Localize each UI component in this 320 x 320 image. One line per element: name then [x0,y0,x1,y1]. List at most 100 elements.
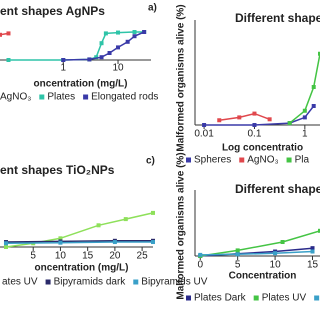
data-point [116,30,121,35]
data-point [198,252,203,257]
data-point [96,223,101,228]
data-point [202,123,207,127]
legend-marker [83,94,89,100]
data-point [310,246,315,251]
x-tick-label: 10 [112,63,124,74]
data-point [280,240,285,244]
x-axis-label: Concentration [229,271,297,282]
data-point [237,115,242,120]
series-line [5,240,153,243]
series-line [5,212,154,248]
legend-label: Bipyramids UV [141,277,207,288]
legend-label: Plates [47,92,75,103]
series-line [5,241,153,245]
data-point [103,31,108,36]
legend-label: AgNO₃ [247,155,278,166]
legend-marker [314,295,320,301]
data-point [267,117,272,122]
data-point [235,248,240,253]
panel-label: a) [148,3,157,14]
x-tick-label: 20 [109,251,121,262]
series-line [289,53,320,124]
data-point [235,252,240,257]
data-point [142,30,147,34]
legend-marker [45,279,51,285]
data-point [125,39,130,44]
y-axis-label: Malformed organisms alive (%) [176,152,187,299]
data-point [132,30,137,34]
x-tick-label: 10 [55,251,67,262]
legend-label: Pla [295,155,310,166]
legend-marker [286,157,292,163]
x-axis-label: Log concentratio [222,143,303,154]
legend-label: Elongated rods [91,92,158,103]
data-point [318,51,320,56]
data-point [311,85,316,89]
data-point [302,108,307,113]
x-tick-label: 5 [235,260,241,271]
y-axis-label: Malformed organisms alive (%) [176,4,187,151]
x-tick-label: 15 [82,251,94,262]
legend-marker [39,94,45,100]
data-point [302,115,307,120]
x-tick-label: 1 [60,63,66,74]
x-axis-label: oncentration (mg/L) [34,79,128,90]
data-point [217,118,222,123]
x-tick-label: 0.01 [194,129,214,140]
x-tick-label: 15 [307,260,319,271]
data-point [61,58,66,62]
x-tick-label: 10 [270,260,282,271]
data-point [6,31,11,36]
data-point [0,32,2,37]
data-point [151,210,155,215]
legend-marker [239,157,245,163]
x-tick-label: 5 [30,251,36,262]
data-point [318,228,320,233]
data-point [112,240,117,245]
x-tick-label: 25 [137,251,149,262]
data-point [87,57,92,62]
legend-marker [186,157,191,163]
data-point [58,236,63,241]
panel-label: c) [146,156,155,167]
legend-label: Spheres [194,155,231,166]
data-point [310,249,315,254]
data-point [94,55,99,60]
data-point [151,240,155,245]
data-point [287,121,292,126]
legend-marker [186,295,191,301]
legend-label: AgNO₃ [0,92,31,103]
data-point [99,41,104,46]
chart-title: Different shapes [235,182,320,196]
x-tick-label: 1 [302,129,308,140]
data-point [107,51,112,55]
chart-title: Different shapes [235,11,320,25]
legend-marker [133,279,139,285]
data-point [6,58,11,62]
data-point [123,217,128,222]
data-point [3,241,8,246]
series-line [63,31,145,61]
series-line [200,250,313,256]
series-line [8,31,145,61]
chart-title: ent shapes AgNPs [0,4,105,18]
data-point [58,240,63,245]
chart-title: ent shapes TiO₂NPs [0,163,115,177]
legend-marker [253,295,259,301]
series-line [219,112,270,122]
legend-label: ates UV [2,277,38,288]
data-point [3,245,8,249]
x-tick-label: 0.1 [248,129,262,140]
series-line [200,230,320,257]
x-axis-label: oncentration (mg/L) [35,263,129,274]
data-point [99,55,104,60]
data-point [116,45,121,50]
data-point [132,34,137,39]
legend-label: Plates UV [262,293,307,304]
legend-label: Bipyramids dark [54,277,127,288]
data-point [273,251,278,256]
data-point [311,104,316,108]
data-point [252,111,257,116]
x-tick-label: 0 [197,260,203,271]
